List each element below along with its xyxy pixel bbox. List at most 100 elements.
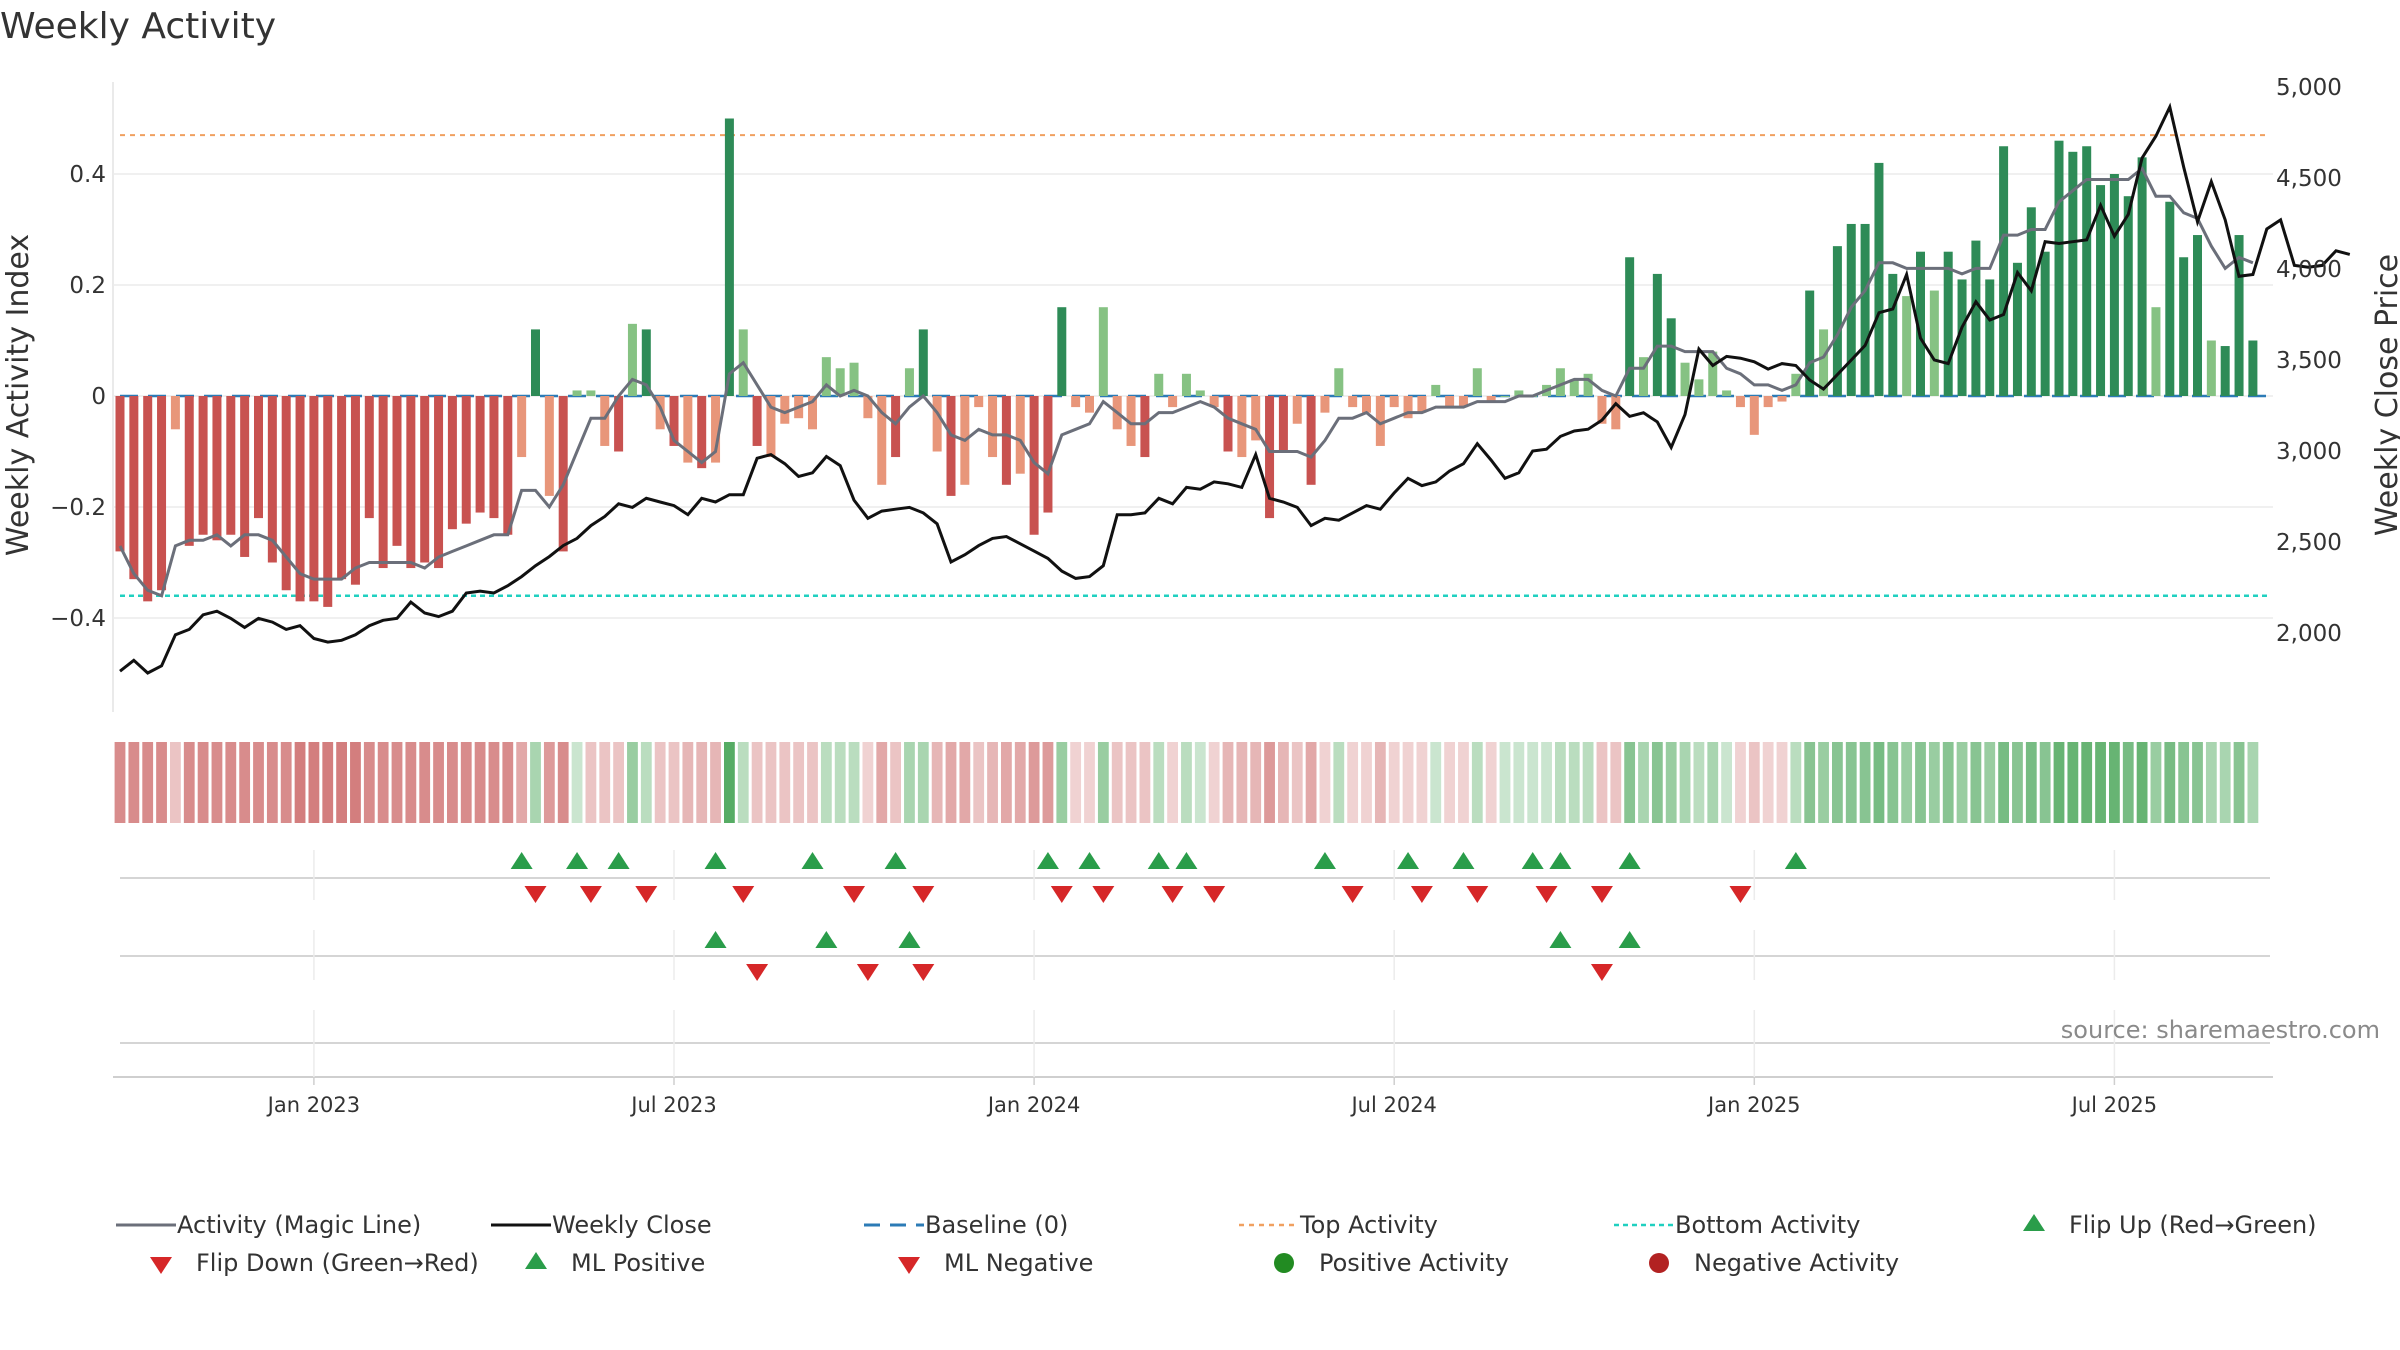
flip-up-marker	[884, 852, 907, 869]
activity-bar	[1929, 290, 1939, 396]
strip-cell	[1014, 742, 1026, 823]
strip-cell	[1541, 742, 1552, 823]
strip-cell	[571, 742, 583, 823]
activity-bar	[877, 396, 887, 485]
activity-bar	[1278, 396, 1288, 452]
strip-cell	[696, 742, 708, 823]
legend-item-negdot: Negative Activity	[1649, 1249, 1899, 1277]
strip-cell	[1942, 742, 1954, 823]
strip-cell	[239, 742, 251, 823]
activity-bar	[946, 396, 956, 496]
activity-bar	[1403, 396, 1413, 419]
reference-lines	[120, 134, 2270, 598]
activity-bar	[170, 396, 180, 430]
strip-cell	[2192, 742, 2203, 823]
activity-bar	[2248, 340, 2258, 396]
y2-tick-label: 3,000	[2276, 439, 2342, 465]
ml-negative-marker	[746, 964, 769, 981]
activity-bar	[2054, 140, 2064, 396]
strip-cell	[959, 742, 971, 823]
activity-bar	[752, 396, 762, 446]
activity-bar	[2193, 235, 2202, 396]
activity-bar	[600, 396, 610, 446]
y2-tick-label: 2,000	[2276, 621, 2342, 647]
strip-cell	[627, 742, 638, 823]
y2-tick-label: 4,500	[2276, 166, 2342, 192]
flip-up-marker	[704, 852, 727, 869]
strip-cell	[1471, 742, 1483, 823]
ml-positive-marker	[815, 931, 838, 948]
legend-item-close: Weekly Close	[491, 1211, 712, 1239]
strip-cell	[1665, 742, 1677, 823]
activity-bar	[1583, 373, 1593, 396]
strip-cell	[1679, 742, 1691, 823]
activity-bar	[1417, 396, 1427, 413]
strip-cell	[1485, 742, 1497, 823]
activity-bar	[683, 396, 693, 463]
strip-cell	[1097, 742, 1109, 823]
strip-cell	[2067, 742, 2079, 823]
strip-cell	[2178, 742, 2190, 823]
strip-cell	[1901, 742, 1913, 823]
activity-bar	[1237, 396, 1247, 458]
activity-bar	[2082, 146, 2092, 396]
activity-bar	[932, 396, 942, 452]
activity-bar	[2165, 201, 2175, 396]
strip-cell	[1374, 742, 1386, 823]
activity-bar	[1639, 357, 1648, 396]
activity-bar	[1265, 396, 1275, 519]
activity-bar	[1680, 362, 1690, 396]
strip-cell	[170, 742, 181, 823]
activity-bar	[2206, 340, 2216, 396]
activity-bar	[974, 396, 984, 408]
strip-cell	[1804, 742, 1816, 823]
activity-bar	[627, 323, 637, 396]
activity-bar	[1735, 396, 1745, 408]
activity-bar	[2096, 185, 2106, 396]
strip-cell	[377, 742, 389, 823]
strip-cell	[876, 742, 888, 823]
x-tick-label: Jul 2024	[1349, 1093, 1436, 1117]
activity-bar	[1625, 257, 1635, 396]
flip-down-marker	[1092, 886, 1115, 903]
activity-bar	[212, 396, 222, 541]
activity-bar	[517, 396, 527, 458]
activity-bar	[1320, 396, 1330, 413]
activity-bar	[1555, 368, 1565, 396]
strip-cell	[1790, 742, 1802, 823]
strip-cell	[2164, 742, 2176, 823]
activity-bar	[544, 396, 554, 496]
activity-heat-strip	[114, 742, 2259, 823]
activity-bar	[406, 396, 416, 569]
flip-up-marker	[1078, 852, 1101, 869]
legend-swatch	[1274, 1253, 1294, 1273]
flip-down-marker	[1410, 886, 1433, 903]
strip-cell	[1762, 742, 1774, 823]
flip-up-marker	[801, 852, 824, 869]
strip-cell	[1721, 742, 1732, 823]
ml-negative-marker	[912, 964, 935, 981]
legend-swatch	[150, 1257, 172, 1274]
activity-bar	[586, 390, 596, 396]
activity-bar	[2137, 157, 2147, 396]
activity-bar	[863, 396, 873, 419]
legend-swatch	[2023, 1214, 2045, 1231]
y-axis-label: Weekly Activity Index	[1, 234, 36, 556]
ml-negative-marker	[856, 964, 879, 981]
activity-bar	[641, 329, 651, 396]
strip-cell	[1859, 742, 1871, 823]
activity-bar	[364, 396, 374, 519]
strip-cell	[1499, 742, 1511, 823]
y-tick-label: 0.4	[69, 162, 106, 188]
activity-bar	[1777, 396, 1787, 402]
activity-bar	[1652, 273, 1662, 396]
strip-cell	[266, 742, 278, 823]
strip-cell	[1028, 742, 1040, 823]
ml-negative-marker	[1590, 964, 1613, 981]
y2-tick-label: 2,500	[2276, 530, 2342, 556]
strip-cell	[1001, 742, 1012, 823]
strip-cell	[405, 742, 417, 823]
strip-cell	[2219, 742, 2231, 823]
activity-bar	[157, 396, 167, 591]
activity-bar	[1389, 396, 1399, 408]
